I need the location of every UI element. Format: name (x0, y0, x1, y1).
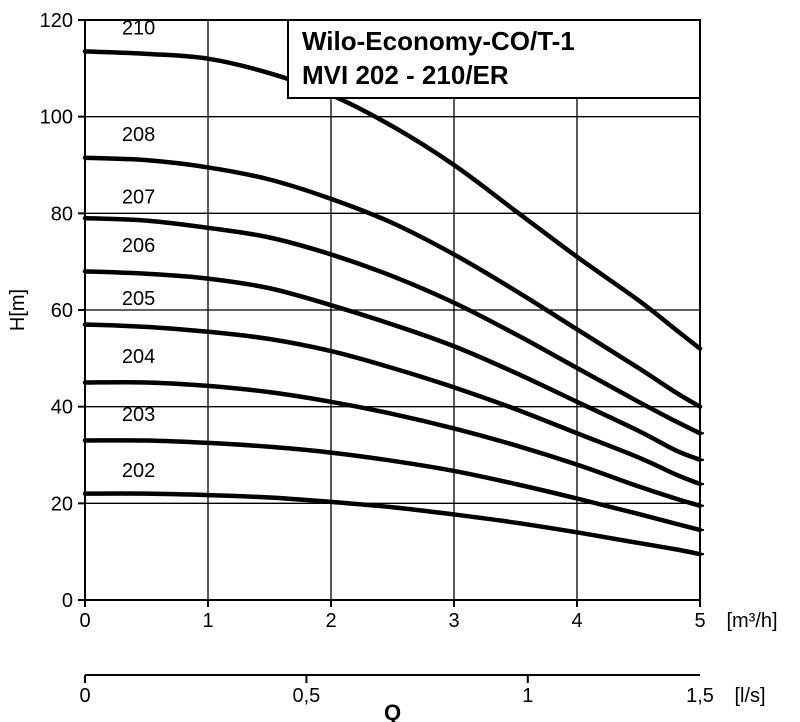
chart-title-line-1: MVI 202 - 210/ER (302, 60, 509, 90)
y-tick-label: 120 (40, 10, 73, 32)
curve-label-204: 204 (122, 346, 155, 368)
curve-label-202: 202 (122, 460, 155, 482)
curve-label-208: 208 (122, 124, 155, 146)
x-tick-label: 4 (571, 610, 582, 632)
x2-tick-label: 1,5 (686, 685, 714, 707)
y-axis-label: H[m] (7, 289, 29, 331)
x-axis-secondary-label: Q (384, 700, 401, 722)
x-axis-secondary-unit: [l/s] (734, 685, 765, 707)
curve-label-205: 205 (122, 288, 155, 310)
x-tick-label: 3 (448, 610, 459, 632)
x-tick-label: 2 (325, 610, 336, 632)
y-tick-label: 60 (51, 300, 73, 322)
y-tick-label: 0 (62, 590, 73, 612)
x-tick-label: 1 (202, 610, 213, 632)
y-tick-label: 80 (51, 203, 73, 225)
chart-title-line-0: Wilo-Economy-CO/T-1 (302, 26, 575, 56)
x-tick-label: 0 (79, 610, 90, 632)
curve-label-203: 203 (122, 404, 155, 426)
y-tick-label: 100 (40, 107, 73, 129)
chart-background (0, 0, 800, 722)
curve-label-207: 207 (122, 187, 155, 209)
y-tick-label: 40 (51, 397, 73, 419)
x-tick-label: 5 (694, 610, 705, 632)
x2-tick-label: 0 (79, 685, 90, 707)
y-tick-label: 20 (51, 493, 73, 515)
x-axis-primary-unit: [m³/h] (726, 610, 777, 632)
curve-label-206: 206 (122, 235, 155, 257)
x2-tick-label: 1 (522, 685, 533, 707)
x2-tick-label: 0,5 (292, 685, 320, 707)
pump-curve-chart: 210208207206205204203202020406080100120H… (0, 0, 800, 722)
